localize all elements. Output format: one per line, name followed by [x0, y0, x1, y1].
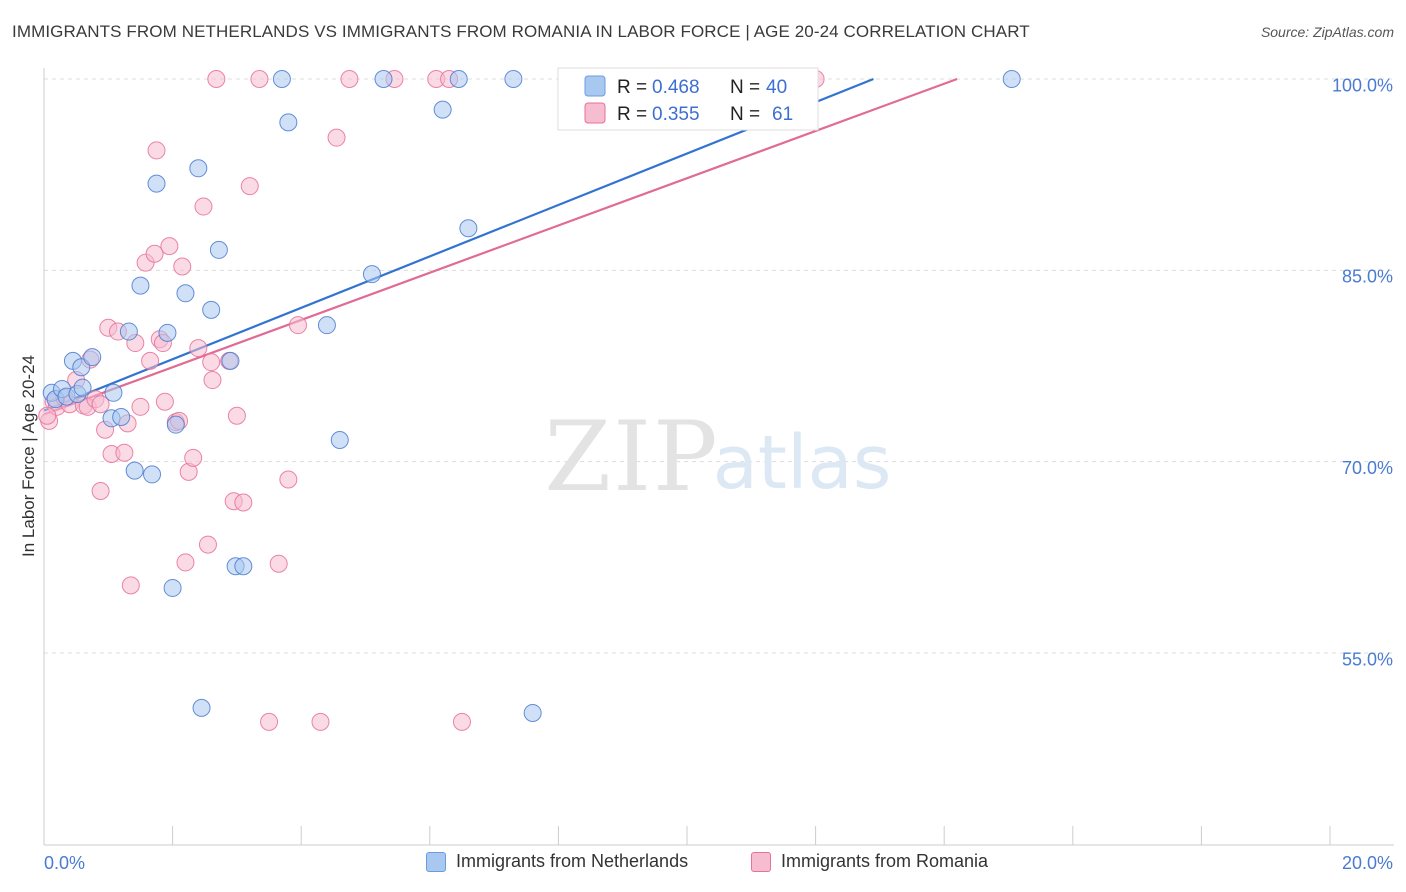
trend-lines [43, 77, 958, 416]
point-romania-38 [202, 353, 221, 372]
point-romania-46 [250, 70, 269, 88]
legend-swatch-netherlands [584, 75, 606, 97]
point-romania-28 [160, 237, 179, 256]
point-romania-36 [194, 197, 213, 216]
point-netherlands-11 [112, 408, 131, 427]
point-netherlands-23 [202, 300, 221, 319]
legend-r-value-1: 0.468 [652, 77, 700, 98]
point-netherlands-18 [163, 578, 182, 597]
point-netherlands-25 [221, 351, 240, 370]
point-netherlands-10 [104, 383, 123, 402]
point-netherlands-27 [234, 557, 253, 576]
point-romania-52 [327, 128, 346, 147]
y-axis-label: In Labor Force | Age 20-24 [19, 355, 38, 557]
chart-title: IMMIGRANTS FROM NETHERLANDS VS IMMIGRANT… [12, 22, 1030, 41]
point-netherlands-37 [504, 70, 523, 88]
point-romania-50 [288, 316, 307, 335]
point-romania-32 [176, 553, 195, 572]
legend-r-value-2: 0.355 [652, 104, 700, 125]
point-romania-34 [184, 448, 203, 467]
point-netherlands-14 [131, 276, 150, 295]
point-netherlands-20 [176, 284, 195, 303]
point-netherlands-21 [189, 159, 208, 178]
point-netherlands-33 [374, 70, 393, 88]
trend-line-netherlands [43, 77, 874, 412]
point-romania-48 [269, 554, 288, 573]
point-romania-31 [173, 257, 192, 276]
source-credit: Source: ZipAtlas.com [1260, 24, 1394, 40]
legend-r-label-2: R = [617, 104, 647, 125]
point-romania-39 [203, 371, 222, 390]
point-romania-22 [141, 351, 160, 370]
point-romania-44 [234, 493, 253, 512]
point-netherlands-17 [158, 323, 177, 342]
point-netherlands-12 [119, 322, 138, 341]
point-netherlands-16 [147, 174, 166, 193]
trend-line-romania [43, 77, 958, 416]
legend-n-value-2: 61 [772, 104, 793, 125]
series-legend: Immigrants from Netherlands Immigrants f… [0, 851, 1406, 877]
legend-item-romania: Immigrants from Romania [751, 851, 988, 872]
legend-n-label-2: N = [730, 104, 760, 125]
legend-r-label-1: R = [617, 77, 647, 98]
legend-swatch-netherlands-bottom [426, 851, 446, 872]
point-romania-49 [279, 470, 298, 489]
legend-item-netherlands: Immigrants from Netherlands [426, 851, 688, 872]
legend-swatch-romania-bottom [751, 851, 771, 872]
point-netherlands-39 [1002, 70, 1021, 88]
axes [43, 68, 1394, 846]
point-netherlands-15 [143, 465, 162, 484]
point-netherlands-34 [433, 100, 452, 119]
point-romania-35 [189, 339, 208, 358]
point-romania-53 [340, 70, 359, 88]
point-romania-40 [207, 70, 226, 88]
legend-label-romania: Immigrants from Romania [781, 851, 989, 871]
y-tick-label-0: 100.0% [1332, 75, 1393, 95]
point-romania-47 [260, 712, 279, 731]
point-romania-24 [147, 141, 166, 160]
point-romania-20 [131, 397, 150, 416]
y-tick-label-3: 55.0% [1342, 649, 1393, 669]
point-romania-57 [452, 712, 471, 731]
point-netherlands-22 [192, 698, 211, 717]
watermark-atlas: atlas [713, 420, 892, 506]
point-romania-23 [145, 244, 164, 263]
legend-n-label-1: N = [730, 77, 760, 98]
point-romania-18 [121, 576, 140, 595]
legend-n-value-1: 40 [766, 77, 787, 98]
tick-labels: 100.0% 85.0% 70.0% 55.0% 0.0% 20.0% [44, 75, 1393, 873]
point-romania-16 [115, 443, 134, 462]
point-netherlands-30 [317, 316, 336, 335]
point-romania-60 [38, 406, 57, 425]
y-tick-label-2: 70.0% [1342, 458, 1393, 478]
point-netherlands-38 [523, 703, 542, 722]
point-romania-43 [227, 406, 246, 425]
x-tick-label-0: 0.0% [44, 853, 85, 873]
point-netherlands-36 [459, 219, 478, 238]
point-romania-45 [240, 177, 259, 196]
point-netherlands-7 [73, 378, 92, 397]
watermark-zip: ZIP [544, 401, 719, 513]
x-tick-label-1: 20.0% [1342, 853, 1393, 873]
stats-legend: R = 0.468 N = 40 R = 0.355 N = 61 [557, 67, 819, 131]
point-romania-37 [198, 535, 217, 554]
point-romania-27 [155, 392, 174, 411]
point-netherlands-8 [83, 348, 102, 367]
point-netherlands-29 [279, 113, 298, 132]
point-netherlands-35 [449, 70, 468, 88]
point-netherlands-28 [272, 70, 291, 88]
point-netherlands-24 [209, 240, 228, 259]
legend-swatch-romania [584, 102, 606, 124]
point-romania-10 [91, 395, 110, 414]
point-netherlands-32 [362, 265, 381, 284]
point-netherlands-31 [330, 430, 349, 449]
series-netherlands-points [42, 70, 1021, 722]
point-netherlands-19 [166, 415, 185, 434]
y-tick-label-1: 85.0% [1342, 267, 1393, 287]
legend-label-netherlands: Immigrants from Netherlands [456, 851, 689, 871]
point-romania-11 [91, 482, 110, 501]
point-netherlands-13 [125, 461, 144, 480]
point-romania-51 [311, 712, 330, 731]
